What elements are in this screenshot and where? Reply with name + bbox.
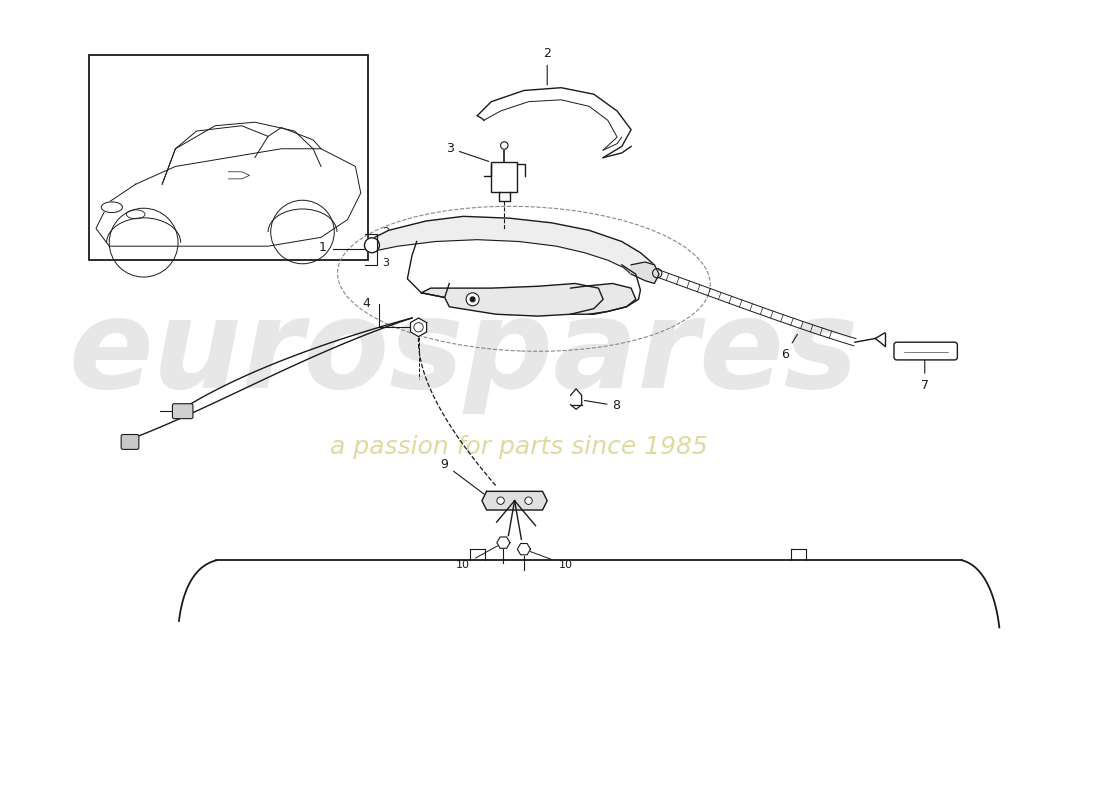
Text: 4: 4 (362, 298, 370, 310)
Text: a passion for parts since 1985: a passion for parts since 1985 (330, 434, 708, 458)
Polygon shape (410, 318, 427, 337)
Polygon shape (482, 491, 547, 510)
Text: 1: 1 (318, 241, 327, 254)
FancyBboxPatch shape (121, 434, 139, 450)
Polygon shape (497, 537, 510, 548)
Text: eurospares: eurospares (68, 293, 858, 414)
Circle shape (497, 497, 504, 505)
FancyBboxPatch shape (894, 342, 957, 360)
Text: 7: 7 (921, 360, 928, 392)
Circle shape (525, 497, 532, 505)
Text: 6: 6 (781, 334, 798, 361)
Polygon shape (631, 262, 659, 283)
Circle shape (500, 142, 508, 150)
FancyBboxPatch shape (173, 404, 192, 418)
Text: 8: 8 (584, 399, 620, 412)
Ellipse shape (101, 202, 122, 213)
Circle shape (364, 238, 380, 253)
Text: 3: 3 (382, 258, 389, 268)
Polygon shape (517, 543, 530, 555)
Text: 9: 9 (441, 458, 484, 494)
FancyBboxPatch shape (492, 162, 517, 192)
Text: 3: 3 (447, 142, 488, 162)
Polygon shape (370, 216, 654, 274)
Text: 2: 2 (382, 227, 389, 237)
Circle shape (471, 297, 475, 302)
Text: 2: 2 (543, 46, 551, 85)
Circle shape (466, 293, 480, 306)
Text: 10: 10 (456, 544, 501, 570)
Polygon shape (571, 283, 636, 314)
Text: 10: 10 (527, 550, 573, 570)
Bar (88, 55, 368, 260)
Polygon shape (477, 88, 631, 158)
Polygon shape (421, 283, 603, 316)
